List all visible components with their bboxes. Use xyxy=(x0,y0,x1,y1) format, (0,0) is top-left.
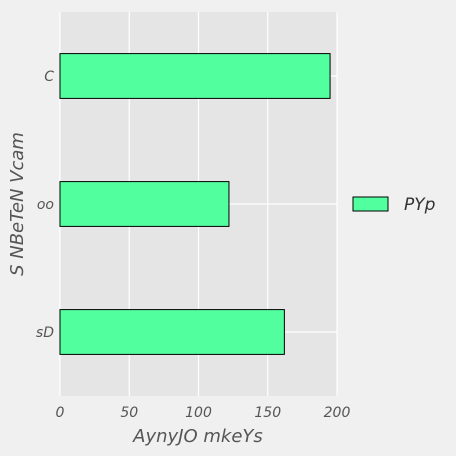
x-tick-labels: 0 50 100 150 200 xyxy=(56,405,351,421)
bar-sD xyxy=(59,309,285,355)
x-axis-title: AynyJO mkeYs xyxy=(132,426,263,447)
x-tick-label: 0 xyxy=(56,405,65,421)
x-tick-label: 150 xyxy=(254,405,281,421)
y-tick-label: oo xyxy=(37,197,54,213)
y-tick-labels: Coo sD xyxy=(36,69,54,341)
y-tick-label: C xyxy=(44,69,54,85)
x-tick-label: 50 xyxy=(120,405,138,421)
legend-swatch xyxy=(352,196,389,212)
y-axis-title: S NBeTeN Vcam xyxy=(7,132,28,276)
y-tick-label: sD xyxy=(36,325,54,341)
bar-oo xyxy=(59,181,230,227)
legend: PYp xyxy=(352,195,436,215)
bar-C xyxy=(59,53,331,99)
legend-label: PYp xyxy=(404,195,436,215)
x-tick-label: 200 xyxy=(324,405,351,421)
bars xyxy=(59,53,331,355)
x-tick-label: 100 xyxy=(185,405,212,421)
